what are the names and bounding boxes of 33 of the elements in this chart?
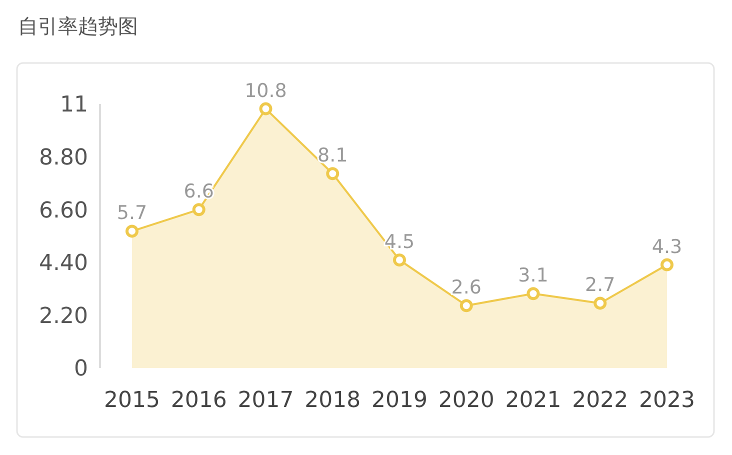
x-tick-label: 2021 (505, 388, 562, 413)
x-tick-label: 2023 (639, 388, 695, 413)
x-tick-label: 2019 (372, 388, 428, 413)
y-tick-label: 0 (74, 356, 88, 382)
x-tick-label: 2016 (170, 388, 227, 413)
data-label: 4.3 (652, 236, 682, 258)
y-tick-label: 11 (60, 92, 88, 118)
point (660, 258, 674, 272)
point (192, 203, 206, 216)
x-tick-label: 2020 (438, 388, 494, 413)
y-tick-label: 4.40 (39, 251, 88, 276)
x-tick-label: 2015 (104, 388, 160, 413)
point (594, 296, 607, 310)
data-label: 8.1 (318, 144, 348, 167)
x-tick-label: 2022 (572, 388, 628, 413)
y-tick-label: 2.20 (39, 304, 88, 329)
point (259, 102, 272, 116)
data-label: 10.8 (244, 80, 287, 102)
point (126, 224, 138, 238)
x-tick-label: 2017 (238, 388, 294, 413)
x-tick-label: 2018 (304, 388, 361, 413)
point (460, 299, 473, 312)
data-label: 2.6 (451, 276, 482, 299)
data-label: 2.7 (585, 274, 616, 296)
data-label: 4.5 (384, 231, 415, 253)
point (526, 287, 540, 300)
chart-title: 自引率趋势图 (18, 14, 138, 38)
data-label: 3.1 (518, 264, 548, 287)
y-tick-label: 6.60 (39, 198, 88, 224)
point (326, 167, 340, 180)
data-label: 5.7 (116, 202, 148, 224)
y-tick-label: 8.80 (39, 146, 88, 170)
point (393, 254, 406, 266)
